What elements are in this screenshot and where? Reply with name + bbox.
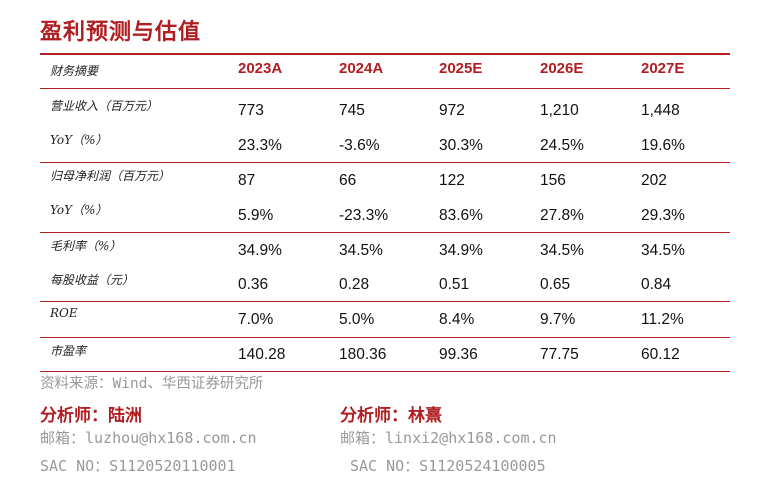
analyst-sac-number: SAC NO：S1120520110001 (40, 457, 236, 475)
table-top-rule (40, 53, 730, 55)
table-cell: 0.36 (238, 276, 269, 293)
group-rule-4 (40, 337, 730, 338)
group-rule-1 (40, 162, 730, 163)
table-cell: 83.6% (439, 207, 483, 224)
table-cell: 34.5% (641, 242, 685, 259)
analyst-name: 分析师：陆洲 (40, 406, 142, 426)
row-label: YoY（%） (50, 203, 108, 217)
table-cell: 29.3% (641, 207, 685, 224)
table-cell: 8.4% (439, 311, 475, 328)
row-label: 市盈率 (50, 344, 87, 358)
row-label: 每股收益（元） (50, 273, 135, 287)
table-cell: 27.8% (540, 207, 584, 224)
table-cell: 0.65 (540, 276, 571, 293)
table-cell: 122 (439, 172, 465, 189)
table-cell: 0.51 (439, 276, 470, 293)
header-year: 2025E (439, 60, 483, 77)
table-cell: 745 (339, 102, 365, 119)
row-label: YoY（%） (50, 133, 108, 147)
table-cell: 60.12 (641, 346, 680, 363)
analyst-sac-number: SAC NO：S1120524100005 (350, 457, 546, 475)
table-cell: -23.3% (339, 207, 389, 224)
table-bottom-rule (40, 371, 730, 372)
table-cell: 0.84 (641, 276, 672, 293)
row-label: 毛利率（%） (50, 239, 122, 253)
table-cell: 1,210 (540, 102, 579, 119)
table-cell: 66 (339, 172, 357, 189)
row-label: 营业收入（百万元） (50, 99, 159, 113)
table-cell: 19.6% (641, 137, 685, 154)
table-cell: 972 (439, 102, 465, 119)
table-cell: 30.3% (439, 137, 483, 154)
table-cell: 34.9% (238, 242, 282, 259)
table-cell: 156 (540, 172, 566, 189)
group-rule-2 (40, 232, 730, 233)
header-year: 2024A (339, 60, 384, 77)
header-label: 财务摘要 (50, 64, 99, 78)
table-cell: 87 (238, 172, 256, 189)
table-cell: 99.36 (439, 346, 478, 363)
table-cell: 77.75 (540, 346, 579, 363)
analyst-email[interactable]: 邮箱：linxi2@hx168.com.cn (340, 429, 557, 447)
table-cell: 11.2% (641, 311, 684, 328)
table-cell: 7.0% (238, 311, 274, 328)
table-cell: 5.0% (339, 311, 375, 328)
group-rule-3 (40, 301, 730, 302)
table-cell: 23.3% (238, 137, 282, 154)
table-cell: -3.6% (339, 137, 380, 154)
header-year: 2026E (540, 60, 584, 77)
table-cell: 9.7% (540, 311, 576, 328)
analyst-name: 分析师：林熹 (340, 406, 442, 426)
table-cell: 1,448 (641, 102, 680, 119)
table-cell: 34.5% (339, 242, 383, 259)
table-cell: 24.5% (540, 137, 584, 154)
table-cell: 773 (238, 102, 264, 119)
table-cell: 180.36 (339, 346, 387, 363)
page-title: 盈利预测与估值 (40, 19, 202, 45)
header-year: 2023A (238, 60, 283, 77)
table-cell: 34.5% (540, 242, 584, 259)
header-year: 2027E (641, 60, 685, 77)
row-label: ROE (50, 306, 78, 320)
table-cell: 202 (641, 172, 667, 189)
header-rule (40, 88, 730, 89)
table-cell: 5.9% (238, 207, 274, 224)
row-label: 归母净利润（百万元） (50, 169, 171, 183)
table-cell: 140.28 (238, 346, 286, 363)
table-cell: 0.28 (339, 276, 370, 293)
analyst-email[interactable]: 邮箱：luzhou@hx168.com.cn (40, 429, 257, 447)
table-cell: 34.9% (439, 242, 483, 259)
source-note: 资料来源：Wind、华西证券研究所 (40, 376, 264, 392)
